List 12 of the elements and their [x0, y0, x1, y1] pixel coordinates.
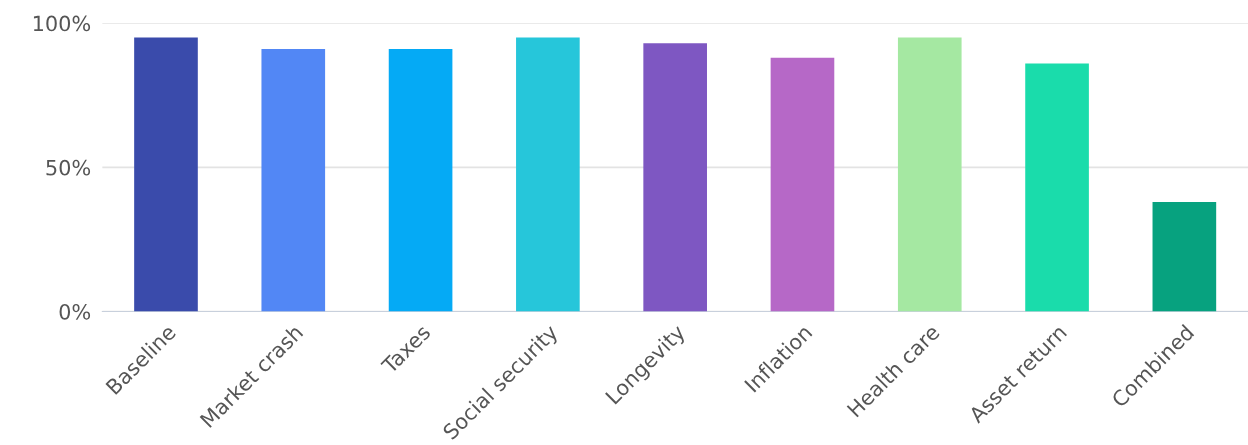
bar — [134, 37, 198, 312]
bar — [643, 43, 707, 312]
y-tick-label: 100% — [33, 15, 91, 32]
bar — [770, 57, 835, 312]
bar — [1152, 201, 1217, 312]
bar — [1025, 63, 1089, 312]
bar — [261, 49, 326, 312]
y-tick-label: 50% — [46, 159, 91, 176]
bar — [897, 37, 962, 312]
bar — [516, 37, 580, 312]
y-tick-label: 0% — [59, 303, 91, 320]
bar — [388, 49, 453, 312]
